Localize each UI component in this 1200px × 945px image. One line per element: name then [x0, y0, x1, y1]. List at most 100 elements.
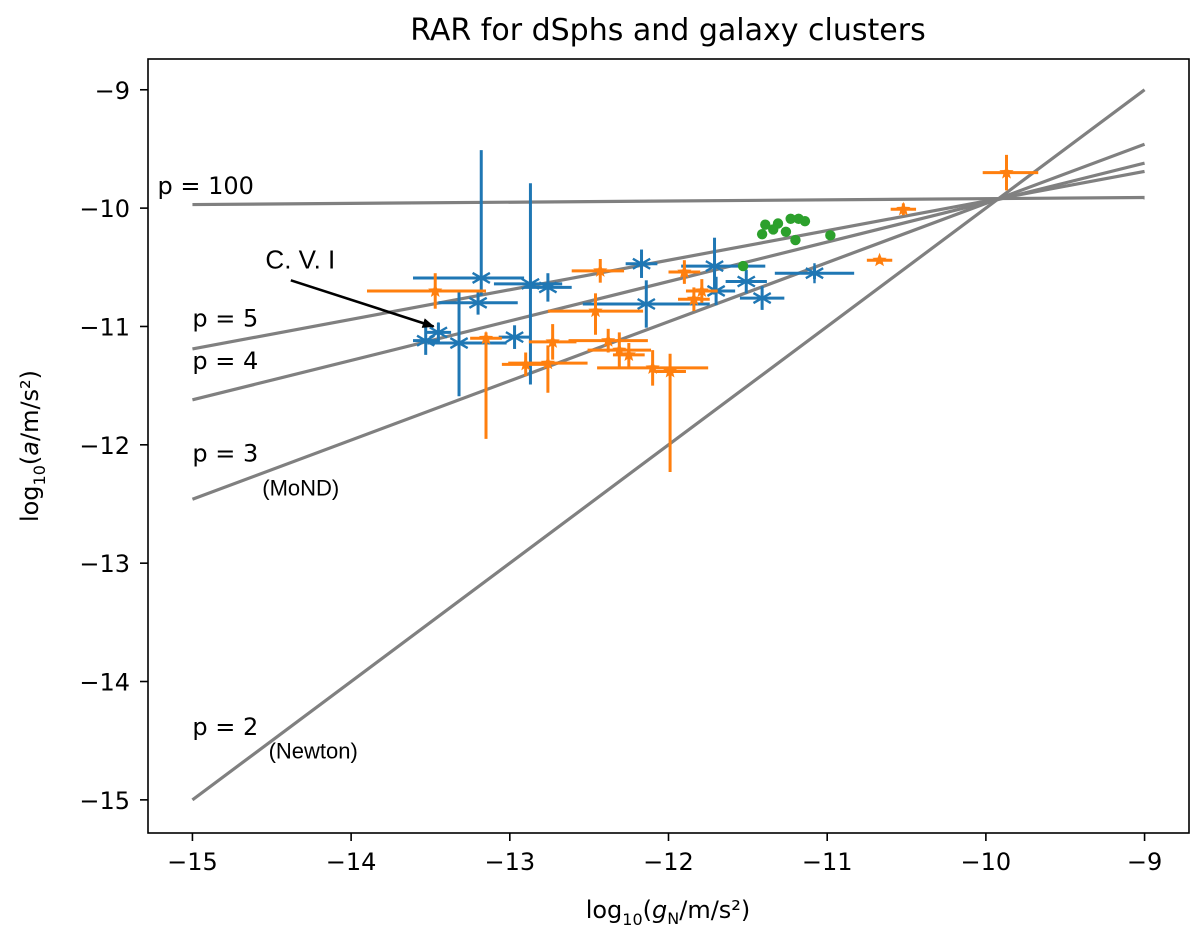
x-tick-label: −12 [643, 848, 694, 876]
asterisk-marker [752, 288, 772, 309]
y-tick-label: −13 [79, 550, 130, 578]
orange-point-8 [587, 332, 652, 368]
circle-marker [737, 260, 749, 272]
green-point-5 [785, 213, 796, 224]
theory-line-p100 [192, 195, 1145, 207]
star-marker [896, 201, 911, 216]
circle-marker [790, 234, 801, 246]
blue-point-3 [438, 290, 518, 315]
orange-point-14 [685, 279, 718, 303]
green-point-0 [737, 260, 749, 272]
circle-marker [780, 226, 792, 237]
star-marker [612, 342, 627, 357]
star-marker [621, 347, 636, 361]
blue-point-9 [582, 280, 710, 328]
orange-point-11 [654, 353, 686, 473]
green-point-4 [780, 226, 792, 237]
green-point-2 [760, 219, 771, 230]
orange-point-3 [508, 345, 588, 393]
y-axis-ticks: −15 −14 −13 −12 −11 −10 −9 [79, 77, 148, 815]
x-tick-label: −13 [484, 848, 535, 876]
asterisk-marker [538, 277, 558, 298]
cvi-annotation-label: C. V. I [265, 244, 335, 274]
y-axis-label: log10(a/m∕s²) [16, 370, 49, 522]
line-label-5: p = 2 [192, 713, 258, 741]
y-tick-label: −14 [79, 669, 130, 697]
green-point-7 [790, 234, 801, 246]
green-point-1 [756, 228, 768, 240]
orange-point-7 [568, 328, 648, 353]
green-point-9 [772, 218, 784, 229]
blue-point-8 [625, 249, 658, 278]
circle-marker [772, 218, 784, 229]
y-tick-label: −11 [79, 313, 130, 341]
star-marker [999, 165, 1014, 179]
asterisk-marker [468, 292, 488, 313]
star-marker [694, 283, 709, 298]
blue-point-1 [425, 322, 452, 343]
annotation: C. V. I [265, 244, 435, 328]
asterisk-marker [429, 322, 448, 343]
line-label-1: p = 5 [192, 304, 258, 332]
line-label-4: (MoND) [262, 476, 339, 501]
star-marker [588, 303, 603, 318]
annotation-arrow [290, 279, 435, 328]
circle-marker [799, 215, 811, 227]
blue-point-2 [427, 289, 507, 397]
orange-point-1 [470, 330, 502, 439]
x-tick-label: −15 [167, 848, 218, 876]
orange-point-9 [612, 343, 645, 367]
green-point-10 [825, 230, 836, 241]
asterisk-marker [471, 267, 491, 288]
line-label-2: p = 4 [192, 347, 258, 375]
chart-title: RAR for dSphs and galaxy clusters [410, 13, 925, 48]
blue-point-13 [739, 286, 785, 310]
x-axis-ticks: −15 −14 −13 −12 −11 −10 −9 [167, 833, 1162, 876]
star-marker [662, 363, 678, 378]
line-labels: p = 100 p = 5 p = 4 p = 3(MoND) p = 2 (Newton… [158, 172, 358, 764]
asterisk-marker [505, 327, 524, 348]
orange-point-12 [668, 260, 701, 284]
orange-point-17 [982, 154, 1039, 191]
star-marker [540, 355, 556, 370]
asterisk-marker [632, 253, 651, 274]
blue-point-12 [725, 269, 767, 294]
green-point-8 [799, 215, 811, 227]
asterisk-marker [705, 256, 724, 277]
x-tick-label: −11 [802, 848, 853, 876]
blue-point-5 [498, 325, 531, 349]
asterisk-marker [805, 263, 824, 284]
orange-point-16 [890, 201, 917, 216]
circle-marker [760, 219, 771, 230]
blue-point-14 [774, 263, 855, 284]
star-marker [593, 263, 608, 277]
x-axis-label: log10(gN/m∕s²) [586, 896, 751, 929]
asterisk-marker [637, 293, 656, 314]
theory-line-p3 [191, 142, 1146, 501]
asterisk-marker [736, 271, 756, 292]
star-marker [428, 283, 443, 298]
line-label-0: p = 100 [158, 172, 254, 200]
x-tick-label: −10 [961, 848, 1012, 876]
y-tick-label: −12 [79, 432, 130, 460]
orange-point-15 [866, 252, 893, 267]
line-label-3: p = 3 [192, 439, 258, 467]
theory-line-p2 [191, 88, 1146, 802]
data-points [366, 150, 1039, 473]
blue-point-10 [681, 237, 766, 295]
star-marker [677, 264, 692, 279]
circle-marker [785, 213, 796, 224]
star-marker [872, 252, 887, 267]
star-marker [545, 334, 560, 348]
orange-point-5 [547, 293, 644, 335]
y-tick-label: −9 [95, 77, 130, 105]
y-tick-label: −10 [79, 195, 130, 223]
blue-point-7 [524, 273, 572, 302]
x-tick-label: −9 [1127, 848, 1162, 876]
line-label-6: (Newton) [269, 738, 358, 763]
circle-marker [825, 230, 836, 241]
orange-point-0 [366, 273, 487, 309]
circle-marker [756, 228, 768, 240]
star-marker [478, 330, 494, 345]
